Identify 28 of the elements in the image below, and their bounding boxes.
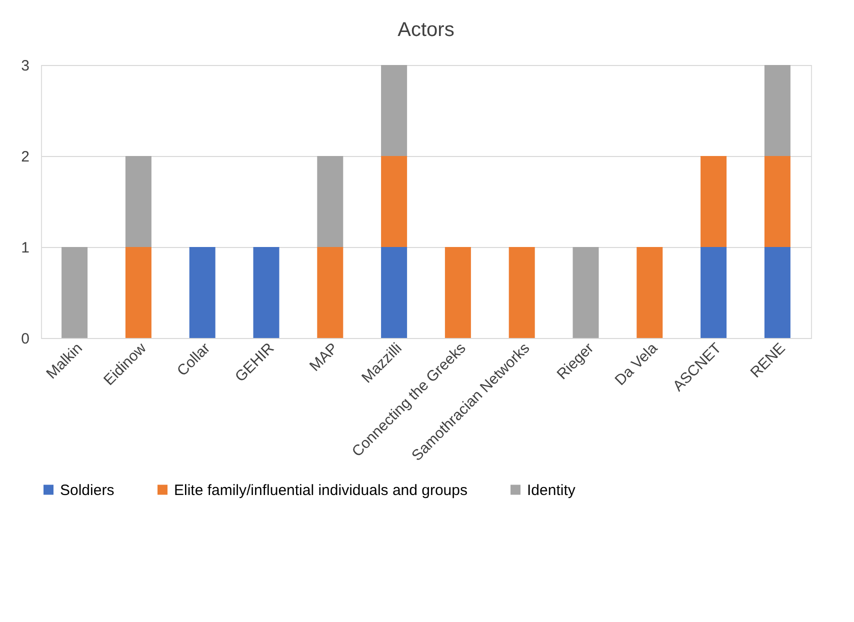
bar	[381, 65, 408, 156]
y-tick-label: 2	[21, 148, 30, 166]
bar	[381, 156, 408, 247]
y-tick-label: 1	[21, 240, 30, 256]
bar	[189, 247, 216, 338]
bar	[508, 247, 535, 338]
bar	[700, 247, 727, 338]
bar	[317, 156, 344, 247]
y-tick-label: 3	[21, 58, 30, 74]
bar	[764, 65, 790, 156]
chart-title: Actors	[398, 19, 454, 41]
x-tick-label: Da Vela	[612, 339, 662, 389]
bar	[636, 247, 663, 338]
bar	[700, 156, 727, 247]
bar	[381, 247, 408, 338]
legend-label: Elite family/influential individuals and groups	[174, 482, 468, 499]
legend-label: Identity	[527, 482, 576, 499]
bar	[444, 247, 471, 338]
bar	[572, 247, 599, 338]
bar	[62, 247, 88, 338]
y-tick-label: 0	[21, 330, 30, 348]
bar	[764, 247, 790, 338]
legend-label: Soldiers	[60, 482, 114, 499]
bar	[253, 247, 280, 338]
bar	[764, 156, 790, 247]
bar	[125, 156, 152, 247]
bar	[125, 247, 152, 338]
bar	[317, 247, 344, 338]
